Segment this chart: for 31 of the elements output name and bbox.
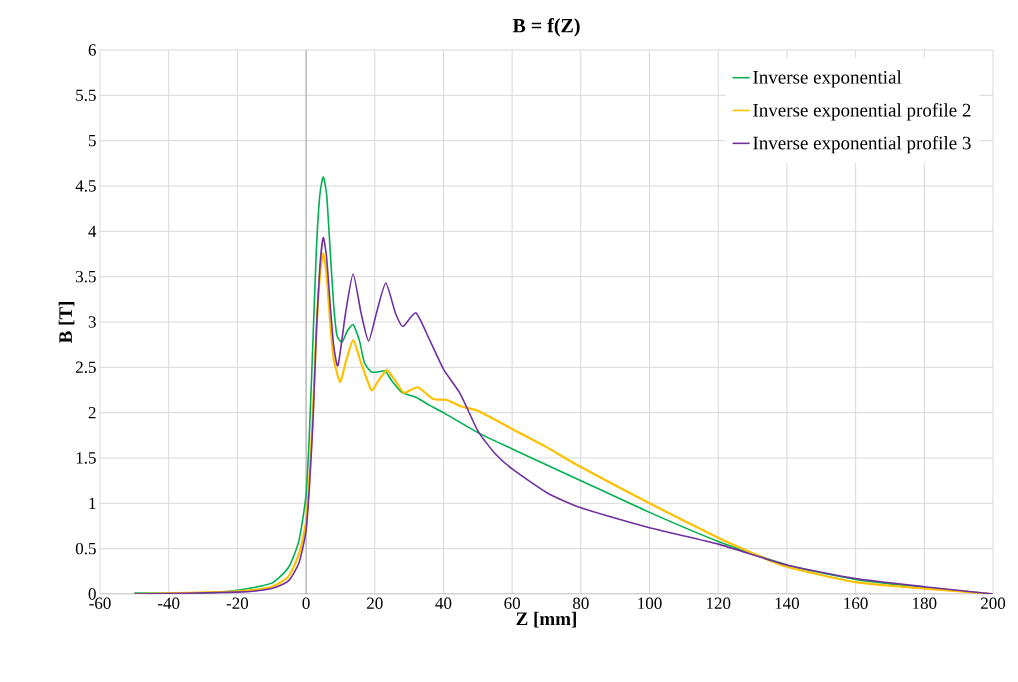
y-tick-label: 0.5 <box>75 542 96 555</box>
y-tick-label: 4.5 <box>75 180 96 192</box>
x-tick-label: 80 <box>572 597 589 609</box>
x-axis-title: Z [mm] <box>516 611 576 628</box>
x-tick-label: 160 <box>844 597 868 609</box>
x-tick-label: 0 <box>302 597 310 609</box>
y-tick-label: 5 <box>88 135 96 147</box>
x-tick-label: 40 <box>435 597 452 609</box>
x-tick-label: 100 <box>638 597 662 609</box>
x-tick-label: -40 <box>158 597 180 609</box>
x-tick-label: 140 <box>775 597 800 609</box>
legend-label: Inverse exponential profile 3 <box>753 135 971 154</box>
x-tick-label: 200 <box>981 597 1006 609</box>
chart-title: B = f(Z) <box>512 18 580 37</box>
x-tick-label: 120 <box>706 597 731 609</box>
y-tick-label: 4 <box>88 225 97 237</box>
x-tick-label: -20 <box>226 597 249 609</box>
y-tick-label: 2 <box>88 407 96 419</box>
y-axis-title: B [T] <box>58 302 75 344</box>
legend-label: Inverse exponential profile 2 <box>753 103 971 121</box>
y-tick-label: 6 <box>88 44 96 56</box>
y-tick-label: 5.5 <box>76 89 96 102</box>
y-tick-label: 1 <box>89 497 96 509</box>
x-tick-label: 20 <box>367 597 383 609</box>
y-tick-label: 3 <box>88 316 96 328</box>
legend-label: Inverse exponential <box>753 70 902 88</box>
y-tick-label: 3.5 <box>76 270 96 283</box>
y-tick-label: 2.5 <box>75 361 96 374</box>
y-tick-label: 1.5 <box>76 452 96 464</box>
x-tick-label: 60 <box>504 597 521 609</box>
x-tick-label: 180 <box>913 597 937 609</box>
